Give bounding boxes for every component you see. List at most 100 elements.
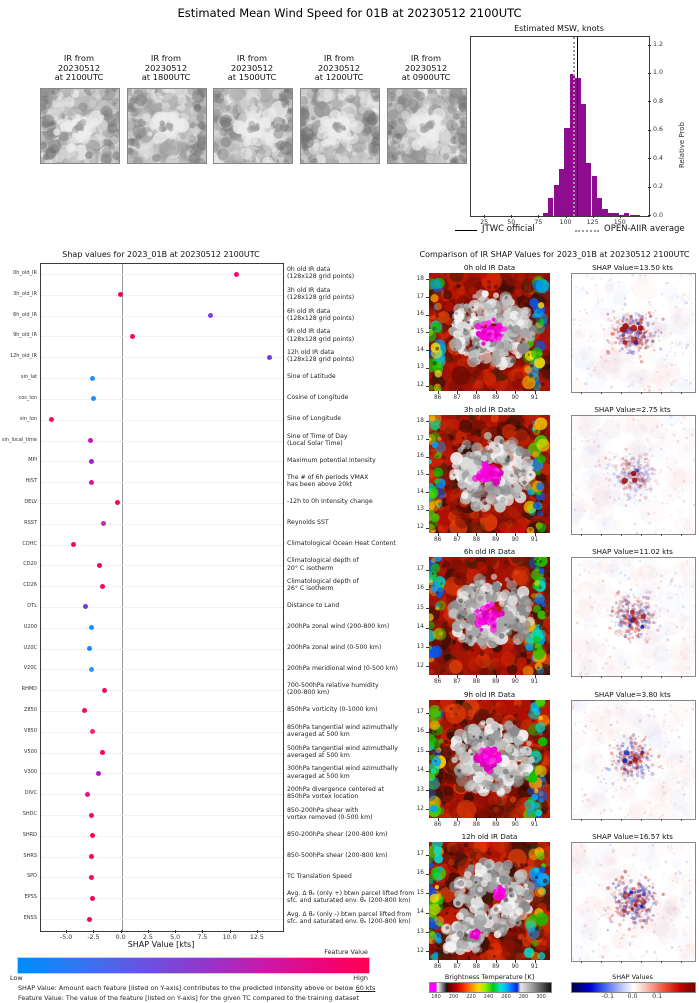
ir-xtick-label: 89 xyxy=(492,964,500,970)
feature-code-label: DELV xyxy=(24,498,37,505)
hist-bar xyxy=(624,213,630,216)
ir-xtick-mark xyxy=(515,391,517,394)
feature-code-label: V300 xyxy=(24,769,37,776)
feature-desc-label: 200hPa divergence centered at 850hPa vor… xyxy=(287,786,385,801)
shap-map-tick-mark xyxy=(601,534,602,536)
feature-code-label: 0h_old_IR xyxy=(13,270,37,276)
shap-row-gridline xyxy=(41,606,283,608)
feature-desc-label: 200hPa zonal wind (200-800 km) xyxy=(287,622,390,630)
ir-xtick-label: 86 xyxy=(433,964,442,970)
shap-map-tick-mark xyxy=(641,392,642,394)
shap-xtick-label: 10.0 xyxy=(222,934,237,941)
ir-thumbnail-label: IR from 20230512 at 0900UTC xyxy=(377,53,475,83)
ir-ytick-mark xyxy=(426,731,429,733)
feature-desc-label: Maximum potential intensity xyxy=(287,456,376,464)
ir-xtick-mark xyxy=(437,818,439,821)
ir-ytick-label: 16 xyxy=(416,453,424,460)
feature-desc-label: 500hPa tangential wind azimuthally avera… xyxy=(287,744,398,759)
ir-ytick-mark xyxy=(426,332,429,334)
hist-xtick-mark xyxy=(592,215,594,218)
legend-dotted-line-sample xyxy=(575,230,599,232)
feature-desc-label: 200hPa meridional wind (0-500 km) xyxy=(287,664,398,672)
feature-code-label: RSST xyxy=(24,519,37,526)
ir-ytick-label: 13 xyxy=(416,928,424,935)
thumb-label-line1: IR from xyxy=(410,53,442,63)
legend-solid-line-sample xyxy=(455,230,477,231)
feature-code-label: SHDC xyxy=(22,811,37,817)
shap-xtick-label: 12.5 xyxy=(249,934,264,941)
ir-xtick-label: 86 xyxy=(433,537,442,543)
ir-xtick-mark xyxy=(437,675,439,678)
shap-xtick-mark xyxy=(229,930,231,933)
feature-code-label: SPD xyxy=(26,873,37,880)
ir-xtick-label: 88 xyxy=(472,964,481,970)
colorbar-low-label: Low xyxy=(10,974,23,982)
shap-map-tick-mark xyxy=(581,534,582,536)
shap-xtick-label: -2.5 xyxy=(87,934,100,941)
colorbar-high-label: High xyxy=(353,974,368,982)
shap-row-title: SHAP Value=16.57 kts xyxy=(592,832,673,841)
thumb-label-line1: IR from xyxy=(323,53,355,63)
ir-xtick-mark xyxy=(495,675,497,678)
shap-map-tick-mark xyxy=(601,392,602,394)
feature-desc-label: Reynolds SST xyxy=(287,518,329,526)
shap-dot xyxy=(86,646,92,651)
ir-xtick-label: 90 xyxy=(511,537,519,543)
hist-bar xyxy=(629,214,635,216)
ir-ytick-mark xyxy=(426,666,429,668)
shap-dot xyxy=(85,791,91,797)
feature-code-label: 6h_old_IR xyxy=(13,311,37,318)
shap-row-gridline xyxy=(41,919,283,920)
ir-ytick-mark xyxy=(426,627,429,629)
ir-ytick-label: 17 xyxy=(416,435,424,442)
bt-cbar-tick-label: 180 xyxy=(431,994,441,1000)
figure-title: Estimated Mean Wind Speed for 01B at 202… xyxy=(177,6,522,20)
shap-row-gridline xyxy=(41,315,283,317)
feature-code-label: HIST xyxy=(25,478,37,485)
ir-ytick-mark xyxy=(426,367,429,369)
ir-xtick-label: 88 xyxy=(472,679,481,685)
ir-xtick-mark xyxy=(534,675,536,678)
shap-xtick-label: 2.5 xyxy=(142,934,153,941)
shap-map-tick-mark xyxy=(621,961,622,963)
shap-xaxis-label: SHAP Value [kts] xyxy=(127,940,195,949)
feature-code-label: V20C xyxy=(23,665,37,672)
feature-code-label: V850 xyxy=(24,727,37,734)
hist-xtick-label: 25 xyxy=(480,219,489,226)
ir-ytick-label: 18 xyxy=(416,417,424,424)
ir-xtick-mark xyxy=(495,818,497,821)
shap-map-tick-mark xyxy=(601,676,602,678)
shap-dot xyxy=(89,854,95,860)
feature-desc-label: 850hPa vorticity (0-1000 km) xyxy=(287,706,378,714)
hist-xtick-label: 50 xyxy=(507,219,516,226)
feature-code-label: U20C xyxy=(23,644,37,651)
feature-desc-label: The # of 6h periods VMAX has been above … xyxy=(287,474,369,489)
hist-bar xyxy=(591,176,597,216)
feature-desc-label: 300hPa tangential wind azimuthally avera… xyxy=(287,765,398,780)
thumb-label-line3: at 1800UTC xyxy=(141,72,191,83)
shap-dot xyxy=(100,521,106,527)
ir-xtick-label: 89 xyxy=(492,537,500,543)
comparison-title: Comparison of IR SHAP Values for 2023_01… xyxy=(419,250,690,259)
ir-xtick-mark xyxy=(476,960,478,963)
feature-desc-label: Cosine of Longitude xyxy=(287,394,349,401)
hist-bar xyxy=(618,214,624,216)
ir-ytick-mark xyxy=(426,456,429,458)
shap-xtick-mark xyxy=(256,930,258,933)
shap-map-tick-mark xyxy=(681,819,682,821)
thumb-label-line1: IR from xyxy=(150,53,182,63)
hist-bar xyxy=(548,197,554,216)
shap-dot xyxy=(96,770,102,776)
feature-code-label: sin_local_time xyxy=(1,436,37,443)
thumb-label-line2: 20230512 xyxy=(230,62,274,73)
feature-value-colorbar-label: Feature Value xyxy=(324,948,368,956)
ir-ytick-mark xyxy=(426,932,429,933)
ir-xtick-label: 89 xyxy=(492,679,500,685)
footnote-feature-value: Feature Value: The value of the feature … xyxy=(18,994,359,1002)
ir-ytick-label: 15 xyxy=(416,470,424,477)
shap-row-gridline xyxy=(41,815,283,816)
ir-xtick-label: 88 xyxy=(472,537,481,543)
ir-xtick-label: 87 xyxy=(453,822,461,828)
feature-code-label: Z850 xyxy=(24,706,37,713)
ir-thumbnail-image xyxy=(127,88,207,164)
